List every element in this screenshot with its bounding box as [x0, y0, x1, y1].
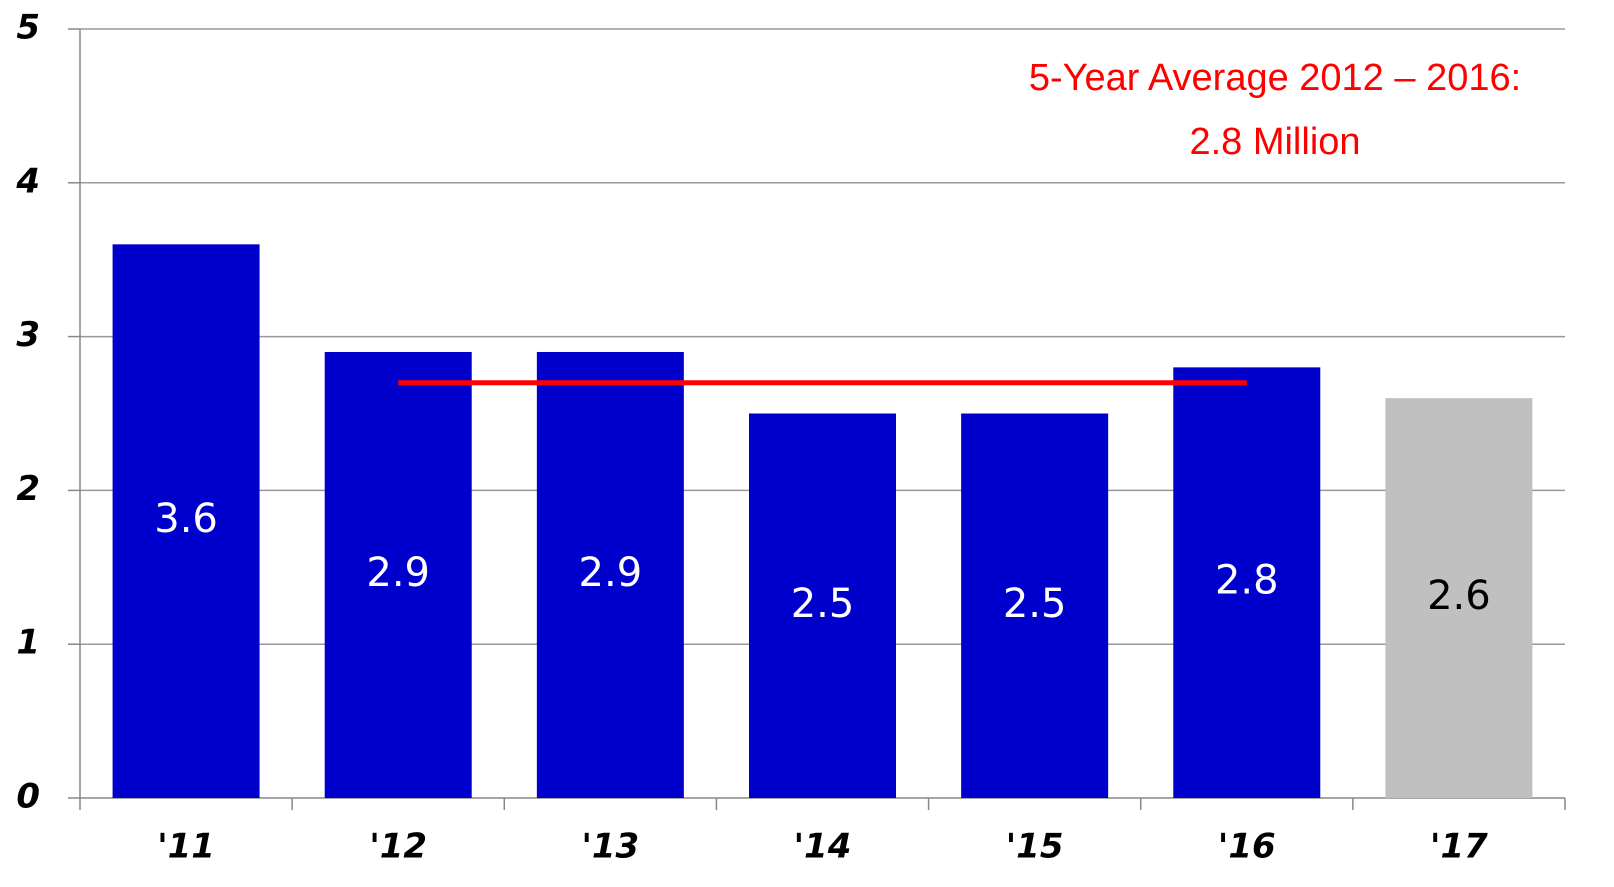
bar [536, 351, 684, 798]
bar [112, 244, 260, 798]
data-label: 2.5 [791, 581, 855, 627]
bar [1385, 398, 1533, 798]
x-tick-label: '16 [1218, 827, 1276, 867]
annotation: 5-Year Average 2012 – 2016: [1029, 57, 1521, 99]
data-label: 2.5 [1003, 581, 1067, 627]
y-tick-label: 5 [16, 8, 40, 48]
y-tick-label: 3 [16, 315, 40, 355]
y-tick-label: 2 [16, 469, 40, 509]
x-tick-label: '12 [369, 827, 427, 867]
x-tick-label: '15 [1006, 827, 1064, 867]
data-label: 2.9 [579, 550, 643, 596]
y-tick-label: 1 [16, 623, 40, 663]
data-label: 3.6 [154, 496, 218, 542]
bar [749, 413, 896, 798]
data-label: 2.6 [1427, 573, 1491, 619]
data-label: 2.8 [1215, 558, 1279, 604]
y-tick-label: 0 [16, 777, 40, 817]
y-tick-label: 4 [15, 161, 40, 201]
x-tick-label: '17 [1430, 827, 1488, 867]
data-label: 2.9 [366, 550, 430, 596]
x-tick-label: '11 [157, 827, 215, 867]
bar [324, 351, 472, 798]
x-tick-label: '13 [581, 827, 639, 867]
x-tick-label: '14 [794, 827, 852, 867]
bar [1173, 367, 1321, 798]
bar [961, 413, 1109, 798]
annotation: 2.8 Million [1189, 121, 1360, 163]
